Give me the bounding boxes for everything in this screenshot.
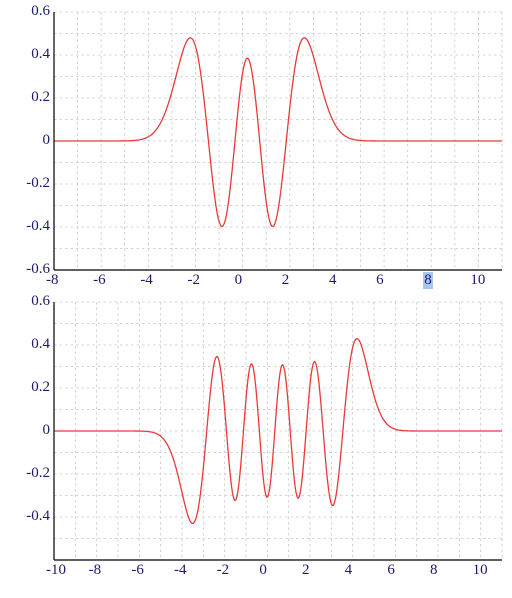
y-tick-label: 0.4: [31, 336, 50, 353]
top-chart: [54, 12, 502, 270]
x-tick-label: 10: [473, 562, 488, 579]
y-tick-label: 0.6: [31, 3, 50, 20]
x-tick-label: -6: [93, 272, 106, 289]
x-tick-label: -4: [140, 272, 153, 289]
x-tick-label: -8: [89, 562, 102, 579]
x-tick-label: -2: [217, 562, 230, 579]
x-tick-label: -10: [46, 562, 66, 579]
y-tick-label: 0.4: [31, 46, 50, 63]
figure: -8 -6 -4 -2 0 2 4 6 8 10 -0.6 -0.4 -0.2 0 0.2 0.4 0.6 -10…: [6, 6, 506, 592]
x-tick-label: 10: [470, 272, 485, 289]
y-tick-label: 0.2: [31, 89, 50, 106]
x-tick-label: 0: [235, 272, 243, 289]
y-tick-label: 0.2: [31, 379, 50, 396]
x-tick-label: -2: [187, 272, 200, 289]
x-tick-label: 2: [282, 272, 290, 289]
y-tick-label: -0.6: [26, 261, 50, 278]
x-tick-label: 4: [345, 562, 353, 579]
y-tick-label: 0.6: [31, 293, 50, 310]
y-tick-label: -0.4: [26, 218, 50, 235]
bottom-chart: [54, 302, 502, 560]
x-tick-label: 0: [259, 562, 267, 579]
y-tick-label: -0.2: [26, 175, 50, 192]
y-tick-label: -0.2: [26, 465, 50, 482]
y-tick-label: -0.4: [26, 508, 50, 525]
figure-svg: [6, 6, 506, 592]
x-tick-label-highlighted: 8: [423, 272, 433, 289]
x-tick-label: 2: [302, 562, 310, 579]
x-tick-label: -4: [174, 562, 187, 579]
x-tick-label: 8: [430, 562, 438, 579]
x-tick-label: 6: [376, 272, 384, 289]
x-tick-label: -6: [131, 562, 144, 579]
x-tick-label: 6: [387, 562, 395, 579]
y-tick-label: 0: [43, 422, 51, 439]
x-tick-label: 4: [329, 272, 337, 289]
y-tick-label: 0: [43, 132, 51, 149]
series-line: [54, 38, 502, 227]
